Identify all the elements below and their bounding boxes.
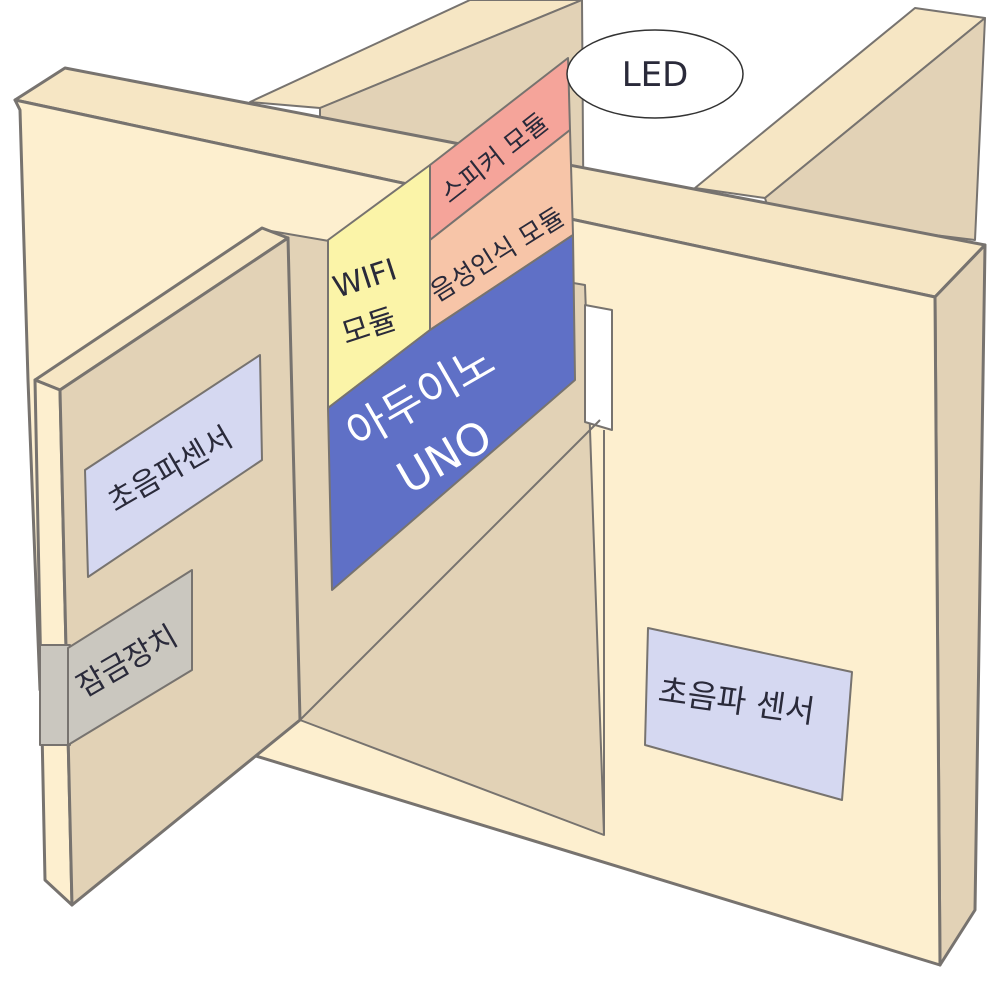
led-label: LED [622, 55, 689, 95]
led-ellipse [566, 29, 744, 119]
lock-plate [67, 569, 193, 746]
right-sensor-plate [644, 627, 853, 801]
arduino-board [327, 234, 576, 591]
latch-block [39, 644, 71, 746]
left-sensor-plate [84, 354, 263, 578]
